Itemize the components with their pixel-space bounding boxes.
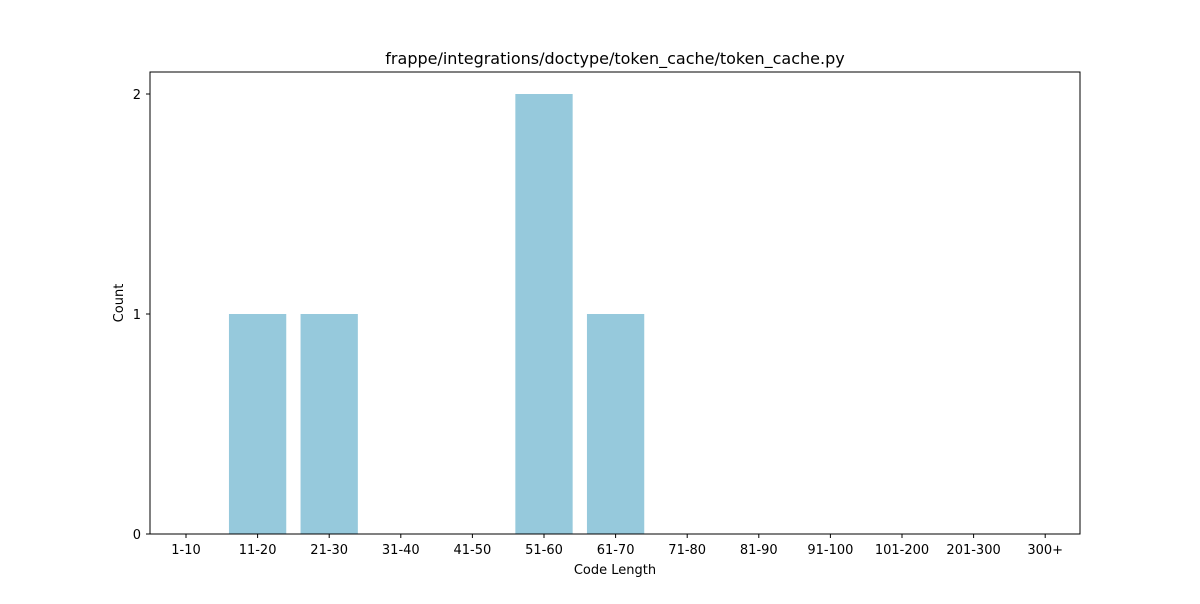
x-axis-label: Code Length bbox=[574, 563, 656, 578]
y-axis-ticks: 0 1 2 bbox=[133, 88, 150, 543]
x-tick-label: 31-40 bbox=[382, 543, 420, 558]
y-axis-label: Count bbox=[112, 284, 127, 323]
x-tick-label: 71-80 bbox=[668, 543, 706, 558]
x-tick-label: 101-200 bbox=[875, 543, 929, 558]
y-tick-label: 0 bbox=[133, 528, 141, 543]
chart-title: frappe/integrations/doctype/token_cache/… bbox=[385, 49, 844, 69]
bar-61-70 bbox=[586, 314, 645, 534]
x-tick-label: 51-60 bbox=[525, 543, 563, 558]
bar-21-30 bbox=[300, 314, 358, 534]
plot-frame bbox=[149, 71, 1081, 535]
x-tick-label: 41-50 bbox=[454, 543, 492, 558]
x-tick-label: 81-90 bbox=[740, 543, 778, 558]
x-tick-label: 201-300 bbox=[946, 543, 1000, 558]
x-tick-label: 1-10 bbox=[171, 543, 201, 558]
x-tick-label: 61-70 bbox=[597, 543, 635, 558]
y-tick-label: 2 bbox=[133, 88, 141, 103]
x-tick-label: 91-100 bbox=[807, 543, 853, 558]
bar-11-20 bbox=[228, 314, 287, 534]
x-tick-label: 11-20 bbox=[239, 543, 277, 558]
y-tick-label: 1 bbox=[133, 308, 141, 323]
bar-51-60 bbox=[515, 94, 573, 534]
x-tick-label: 300+ bbox=[1027, 543, 1063, 558]
x-axis-ticks: 1-10 11-20 21-30 31-40 41-50 51-60 61-70 71-80 8… bbox=[171, 534, 1063, 558]
x-tick-label: 21-30 bbox=[310, 543, 348, 558]
bars-layer bbox=[228, 94, 645, 534]
